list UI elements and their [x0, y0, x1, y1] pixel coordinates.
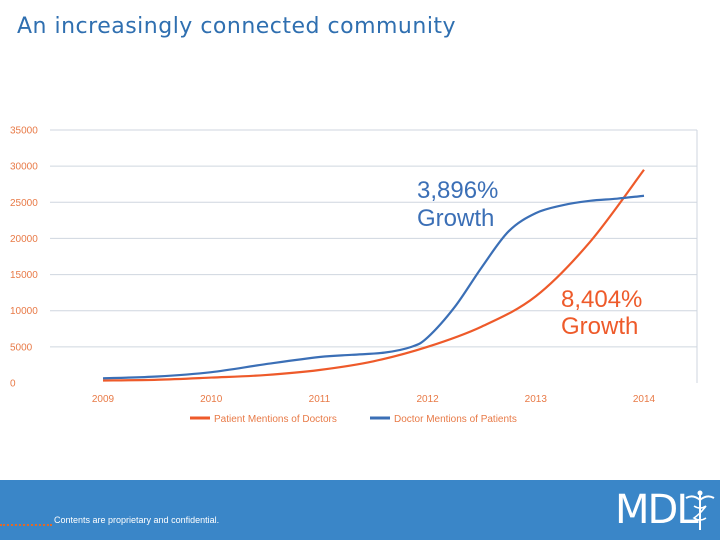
footer-bar	[0, 480, 720, 540]
y-tick-label: 25000	[10, 198, 38, 209]
series-line-doctor-mentions	[102, 194, 645, 380]
y-tick-label: 10000	[10, 306, 38, 317]
logo-wordmark: MDL	[615, 487, 699, 533]
y-tick-label: 35000	[10, 126, 38, 137]
caduceus-icon	[685, 490, 715, 530]
y-axis-ticks: 0 5000 10000 15000 20000 25000 30000 35000	[10, 126, 38, 390]
x-tick-label: 2013	[525, 394, 548, 405]
company-logo: MDL	[615, 488, 715, 532]
series-layer	[102, 169, 645, 382]
x-tick-label: 2009	[92, 394, 115, 405]
x-tick-label: 2014	[633, 394, 656, 405]
x-tick-label: 2012	[416, 394, 439, 405]
y-tick-label: 0	[10, 379, 16, 390]
growth-annotation-label: Growth	[417, 205, 494, 232]
legend: Patient Mentions of Doctors Doctor Mentio…	[190, 414, 517, 425]
growth-annotation-label: Growth	[561, 313, 638, 340]
y-tick-label: 30000	[10, 162, 38, 173]
growth-annotation-value: 8,404%	[561, 286, 642, 313]
grid-layer	[50, 129, 698, 383]
y-tick-label: 20000	[10, 234, 38, 245]
x-tick-label: 2010	[200, 394, 223, 405]
x-axis-ticks: 2009 2010 2011 2012 2013 2014	[92, 394, 656, 405]
slide-title: An increasingly connected community	[17, 14, 457, 39]
y-tick-label: 5000	[10, 342, 33, 353]
confidentiality-notice: Contents are proprietary and confidentia…	[54, 515, 220, 525]
line-chart: 0 5000 10000 15000 20000 25000 30000 35000 2009…	[10, 126, 698, 425]
series-line-patient-mentions	[102, 169, 645, 382]
legend-label: Patient Mentions of Doctors	[214, 414, 337, 425]
y-tick-label: 15000	[10, 270, 38, 281]
footer-dotted-line	[0, 524, 52, 528]
legend-label: Doctor Mentions of Patients	[394, 414, 517, 425]
growth-annotation-value: 3,896%	[417, 177, 498, 204]
x-tick-label: 2011	[309, 394, 331, 405]
